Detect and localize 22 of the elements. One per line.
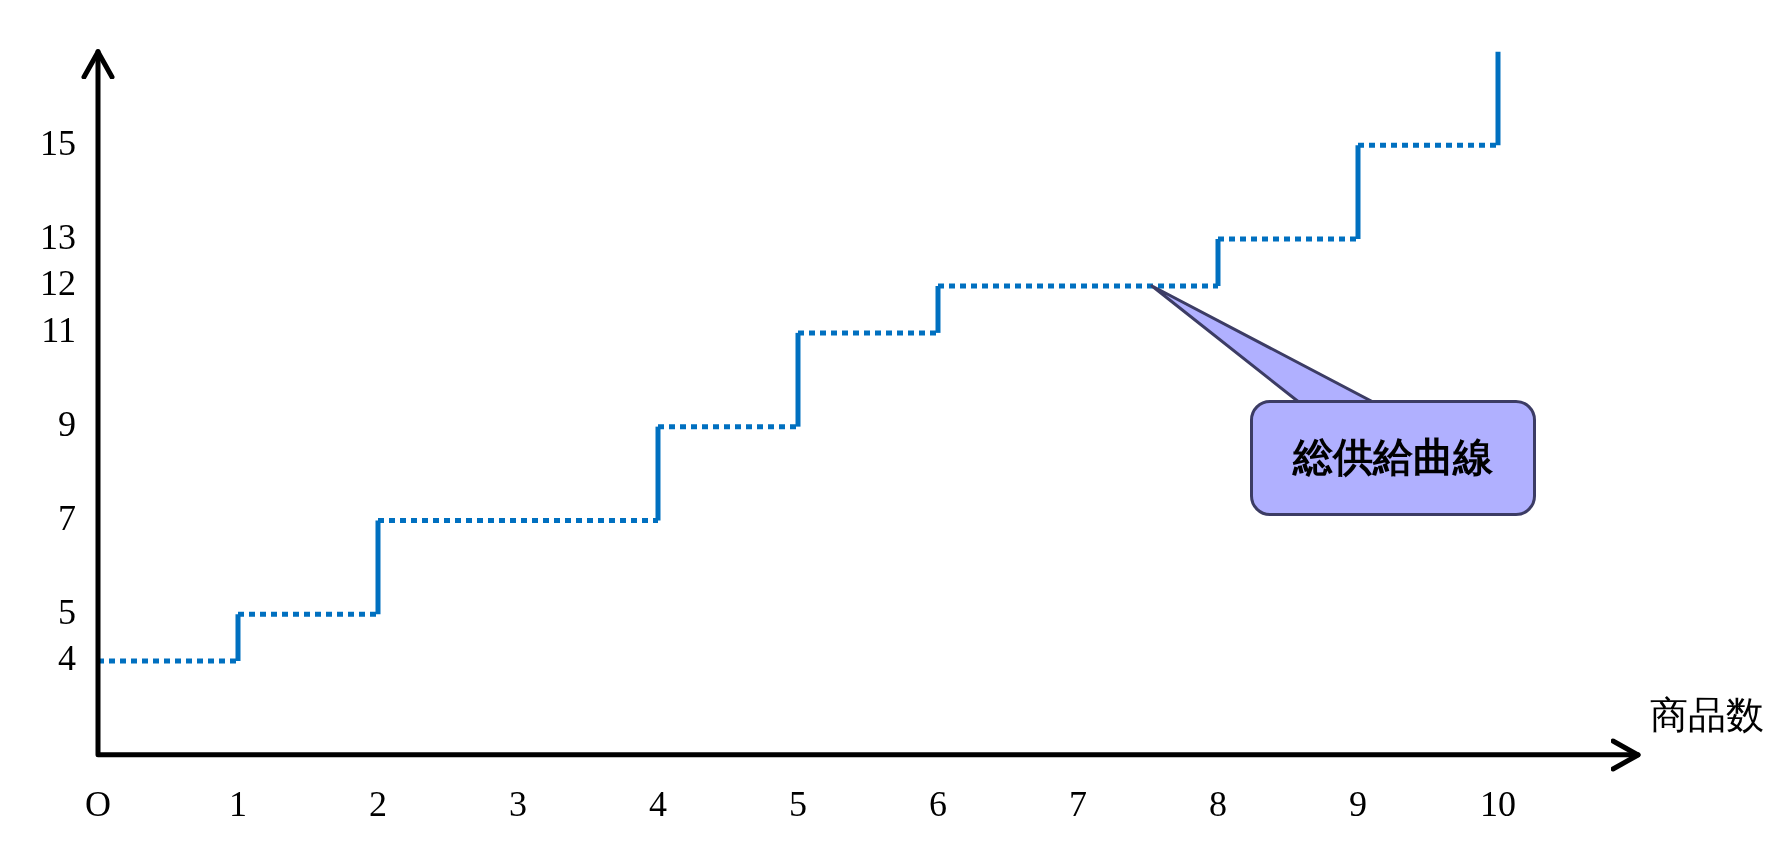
y-tick-label: 9 bbox=[58, 404, 76, 445]
x-tick-label: 8 bbox=[1209, 783, 1227, 824]
y-tick-label: 11 bbox=[41, 310, 76, 351]
y-tick-label: 13 bbox=[40, 216, 76, 257]
x-tick-label: 6 bbox=[929, 783, 947, 824]
x-tick-label: 10 bbox=[1480, 783, 1516, 824]
y-tick-label: 7 bbox=[58, 497, 76, 538]
x-tick-label: 4 bbox=[649, 783, 667, 824]
x-tick-label: 7 bbox=[1069, 783, 1087, 824]
x-tick-label: 3 bbox=[509, 783, 527, 824]
y-tick-label: 5 bbox=[58, 591, 76, 632]
y-tick-label: 12 bbox=[40, 263, 76, 304]
x-axis-title: 商品数 bbox=[1650, 692, 1764, 737]
x-tick-label: 5 bbox=[789, 783, 807, 824]
x-tick-label: 2 bbox=[369, 783, 387, 824]
x-tick-label: 1 bbox=[229, 783, 247, 824]
y-tick-label: 15 bbox=[40, 122, 76, 163]
speech-bubble: 総供給曲線 bbox=[1249, 399, 1537, 516]
annotation: 総供給曲線 bbox=[1293, 433, 1494, 483]
x-tick-label: O bbox=[85, 783, 111, 824]
x-tick-label: 9 bbox=[1349, 783, 1367, 824]
y-tick-label: 4 bbox=[58, 638, 76, 679]
